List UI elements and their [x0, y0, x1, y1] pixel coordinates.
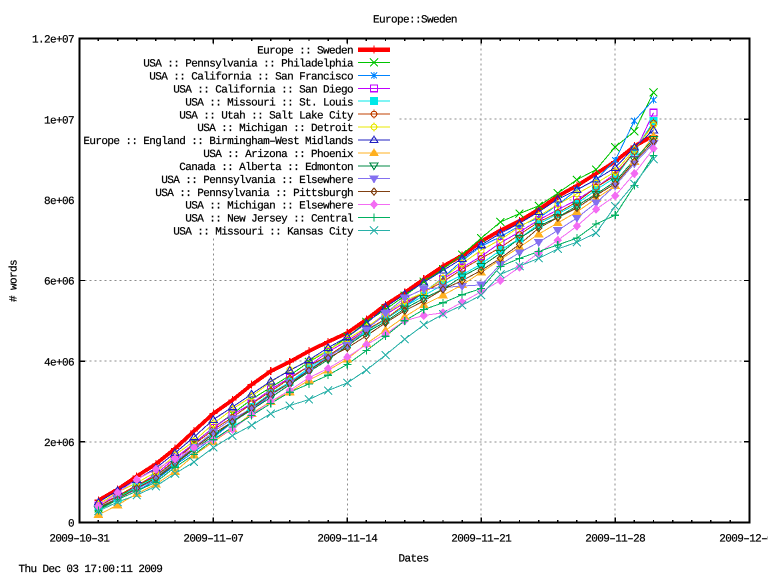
svg-text:USA :: New Jersey :: Central: USA :: New Jersey :: Central — [185, 214, 353, 226]
svg-text:USA :: Missouri :: Kansas City: USA :: Missouri :: Kansas City — [173, 227, 354, 239]
svg-text:USA :: Pennsylvania :: Philade: USA :: Pennsylvania :: Philadelphia — [143, 59, 354, 71]
svg-text:USA :: Pennsylvania :: Elsewhe: USA :: Pennsylvania :: Elsewhere — [161, 175, 353, 187]
svg-text:USA :: Arizona :: Phoenix: USA :: Arizona :: Phoenix — [203, 149, 354, 161]
svg-text:1e+07: 1e+07 — [44, 115, 74, 127]
svg-text:2009–11–14: 2009–11–14 — [317, 534, 378, 546]
svg-text:Europe :: Sweden: Europe :: Sweden — [257, 46, 353, 58]
svg-text:8e+06: 8e+06 — [44, 196, 74, 208]
svg-text:6e+06: 6e+06 — [44, 277, 74, 289]
svg-text:2e+06: 2e+06 — [44, 438, 74, 450]
svg-text:2009–11–07: 2009–11–07 — [183, 534, 243, 546]
svg-text:2009–11–21: 2009–11–21 — [451, 534, 512, 546]
svg-text:# words: # words — [9, 260, 21, 302]
svg-text:Dates: Dates — [399, 554, 429, 566]
svg-text:4e+06: 4e+06 — [44, 357, 74, 369]
svg-text:2009–11–28: 2009–11–28 — [585, 534, 645, 546]
svg-text:1.2e+07: 1.2e+07 — [32, 35, 74, 47]
svg-text:USA :: Utah :: Salt Lake City: USA :: Utah :: Salt Lake City — [179, 110, 354, 122]
svg-text:0: 0 — [68, 519, 74, 531]
svg-text:Europe :: England :: Birmingha: Europe :: England :: Birmingham–West Mid… — [83, 136, 353, 148]
svg-text:Europe::Sweden: Europe::Sweden — [373, 15, 457, 27]
svg-text:USA :: Missouri :: St. Louis: USA :: Missouri :: St. Louis — [185, 97, 353, 109]
svg-text:USA :: Michigan :: Detroit: USA :: Michigan :: Detroit — [197, 123, 353, 135]
svg-text:2009–10–31: 2009–10–31 — [49, 534, 110, 546]
svg-text:Canada :: Alberta :: Edmonton: Canada :: Alberta :: Edmonton — [179, 162, 353, 174]
svg-text:Thu Dec 03 17:00:11 2009: Thu Dec 03 17:00:11 2009 — [19, 564, 163, 576]
svg-text:USA :: California :: San Diego: USA :: California :: San Diego — [173, 85, 353, 97]
svg-text:2009–12–05: 2009–12–05 — [719, 534, 768, 546]
svg-text:USA :: California :: San Franc: USA :: California :: San Francisco — [149, 72, 353, 84]
svg-text:USA :: Michigan :: Elsewhere: USA :: Michigan :: Elsewhere — [185, 201, 353, 213]
svg-text:USA :: Pennsylvania :: Pittsbu: USA :: Pennsylvania :: Pittsburgh — [155, 188, 353, 200]
